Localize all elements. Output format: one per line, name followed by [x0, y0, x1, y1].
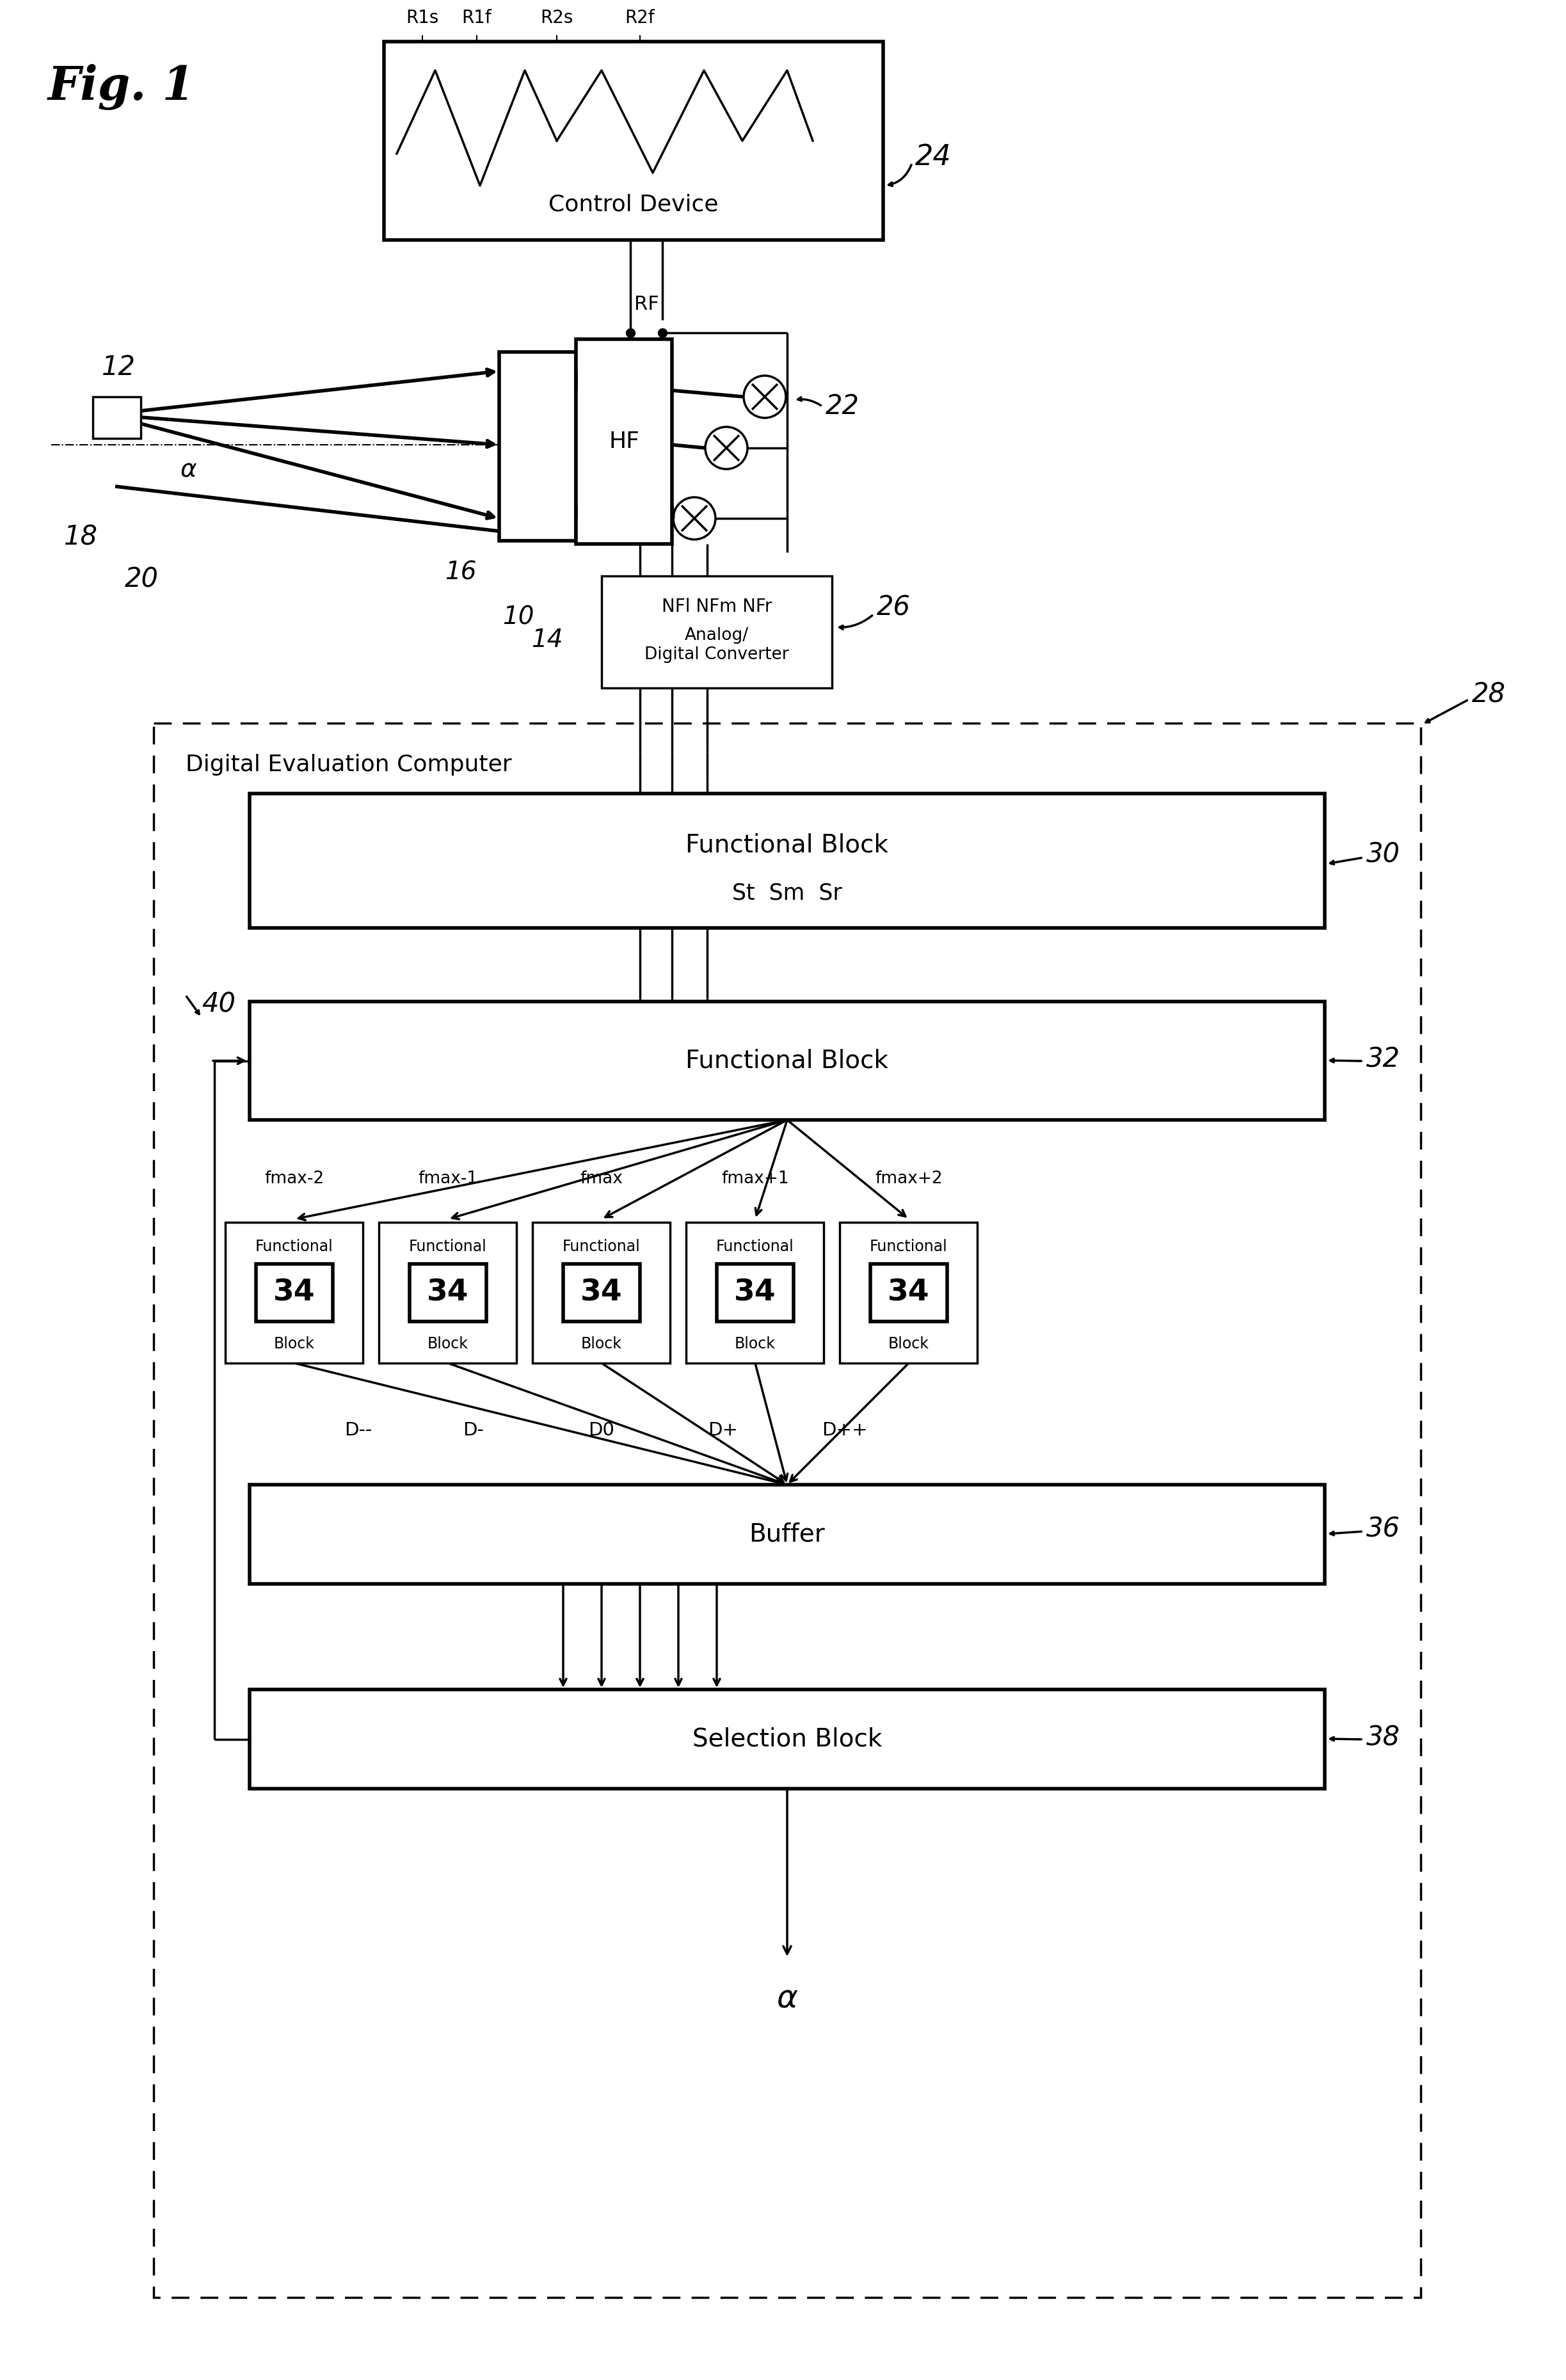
Bar	[871, 1264, 947, 1321]
Text: 30: 30	[1366, 840, 1400, 869]
Text: 34: 34	[888, 1278, 930, 1307]
Text: 32: 32	[1366, 1045, 1400, 1073]
Text: 36: 36	[1366, 1516, 1400, 1542]
Text: fmax+2: fmax+2	[875, 1171, 943, 1188]
Text: NFl NFm NFr: NFl NFm NFr	[661, 597, 772, 616]
Text: Block: Block	[274, 1335, 315, 1352]
Bar	[249, 1690, 1325, 1790]
Text: D0: D0	[589, 1421, 614, 1440]
Text: 40: 40	[202, 990, 235, 1019]
Text: 34: 34	[274, 1278, 315, 1307]
Bar	[500, 352, 576, 540]
Text: fmax-1: fmax-1	[418, 1171, 478, 1188]
Text: R2s: R2s	[540, 10, 573, 26]
Text: fmax+1: fmax+1	[722, 1171, 789, 1188]
Bar	[255, 1264, 334, 1321]
Text: 12: 12	[102, 355, 135, 381]
Text: Functional Block: Functional Block	[686, 1050, 888, 1073]
Bar	[564, 1264, 640, 1321]
Text: R1f: R1f	[462, 10, 492, 26]
Text: Block: Block	[734, 1335, 775, 1352]
Text: Buffer: Buffer	[749, 1523, 825, 1547]
Text: R1s: R1s	[406, 10, 438, 26]
Text: 14: 14	[531, 628, 564, 652]
Text: α: α	[777, 1985, 797, 2013]
Text: Analog/
Digital Converter: Analog/ Digital Converter	[645, 626, 789, 662]
Text: fmax: fmax	[579, 1171, 623, 1188]
Text: 24: 24	[915, 143, 952, 171]
Text: D--: D--	[345, 1421, 373, 1440]
Text: D++: D++	[822, 1421, 868, 1440]
Text: 38: 38	[1366, 1723, 1400, 1752]
Bar	[226, 1223, 363, 1364]
Bar	[92, 397, 141, 438]
Text: Functional: Functional	[562, 1240, 640, 1254]
Text: D-: D-	[464, 1421, 484, 1440]
Text: 16: 16	[445, 559, 476, 583]
Text: Functional Block: Functional Block	[686, 833, 888, 857]
Text: Functional: Functional	[255, 1240, 334, 1254]
Bar	[384, 40, 883, 240]
Text: 26: 26	[877, 595, 911, 621]
Bar	[532, 1223, 670, 1364]
Text: 10: 10	[503, 605, 534, 628]
Text: Block: Block	[581, 1335, 622, 1352]
Text: fmax-2: fmax-2	[265, 1171, 324, 1188]
Text: HF: HF	[609, 431, 639, 452]
Bar	[249, 1485, 1325, 1585]
Text: Block: Block	[888, 1335, 929, 1352]
Text: Digital Evaluation Computer: Digital Evaluation Computer	[186, 754, 512, 776]
Bar	[717, 1264, 794, 1321]
Text: St  Sm  Sr: St Sm Sr	[733, 883, 843, 904]
Text: 22: 22	[825, 393, 860, 419]
Bar	[410, 1264, 487, 1321]
Bar	[379, 1223, 517, 1364]
Bar	[153, 724, 1420, 2297]
Text: Functional: Functional	[716, 1240, 794, 1254]
Text: Functional: Functional	[409, 1240, 487, 1254]
Text: α: α	[180, 459, 197, 483]
Bar	[601, 576, 832, 688]
Bar	[249, 793, 1325, 928]
Text: Functional: Functional	[869, 1240, 947, 1254]
Text: R2f: R2f	[625, 10, 655, 26]
Text: 18: 18	[64, 524, 99, 552]
Text: Selection Block: Selection Block	[692, 1728, 882, 1752]
Text: 20: 20	[125, 566, 158, 593]
Text: 28: 28	[1472, 681, 1506, 707]
Bar	[249, 1002, 1325, 1121]
Bar	[686, 1223, 824, 1364]
Bar	[839, 1223, 977, 1364]
Bar	[576, 340, 672, 545]
Text: D+: D+	[708, 1421, 738, 1440]
Text: RF: RF	[634, 295, 659, 314]
Text: 34: 34	[581, 1278, 623, 1307]
Text: 34: 34	[734, 1278, 777, 1307]
Text: Fig. 1: Fig. 1	[49, 64, 196, 109]
Text: Block: Block	[428, 1335, 468, 1352]
Text: Control Device: Control Device	[548, 193, 719, 217]
Text: 34: 34	[428, 1278, 468, 1307]
